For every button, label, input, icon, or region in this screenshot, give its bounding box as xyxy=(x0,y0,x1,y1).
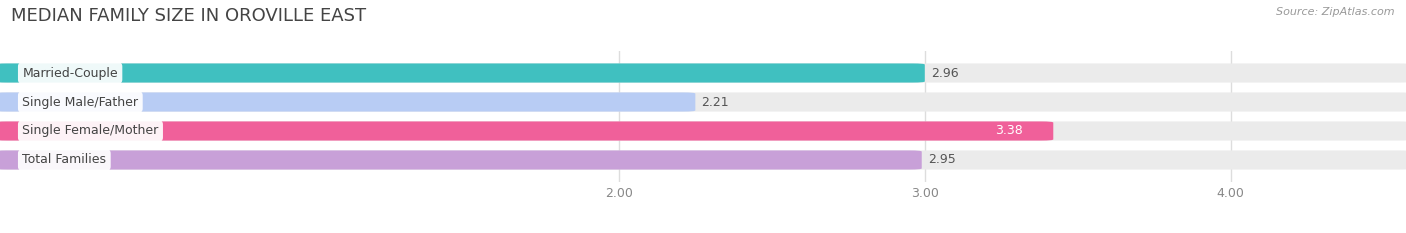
Text: MEDIAN FAMILY SIZE IN OROVILLE EAST: MEDIAN FAMILY SIZE IN OROVILLE EAST xyxy=(11,7,367,25)
FancyBboxPatch shape xyxy=(0,93,1406,112)
FancyBboxPatch shape xyxy=(0,121,1406,140)
Text: 2.96: 2.96 xyxy=(931,66,959,79)
Text: 3.38: 3.38 xyxy=(995,124,1022,137)
Text: Total Families: Total Families xyxy=(22,154,107,167)
FancyBboxPatch shape xyxy=(0,121,1053,140)
FancyBboxPatch shape xyxy=(0,63,1406,82)
Text: Source: ZipAtlas.com: Source: ZipAtlas.com xyxy=(1277,7,1395,17)
FancyBboxPatch shape xyxy=(0,151,922,170)
Text: 2.95: 2.95 xyxy=(928,154,956,167)
Text: 2.21: 2.21 xyxy=(702,96,730,109)
FancyBboxPatch shape xyxy=(0,93,696,112)
Text: Single Female/Mother: Single Female/Mother xyxy=(22,124,159,137)
Text: Married-Couple: Married-Couple xyxy=(22,66,118,79)
FancyBboxPatch shape xyxy=(0,63,925,82)
FancyBboxPatch shape xyxy=(0,151,1406,170)
Text: Single Male/Father: Single Male/Father xyxy=(22,96,138,109)
